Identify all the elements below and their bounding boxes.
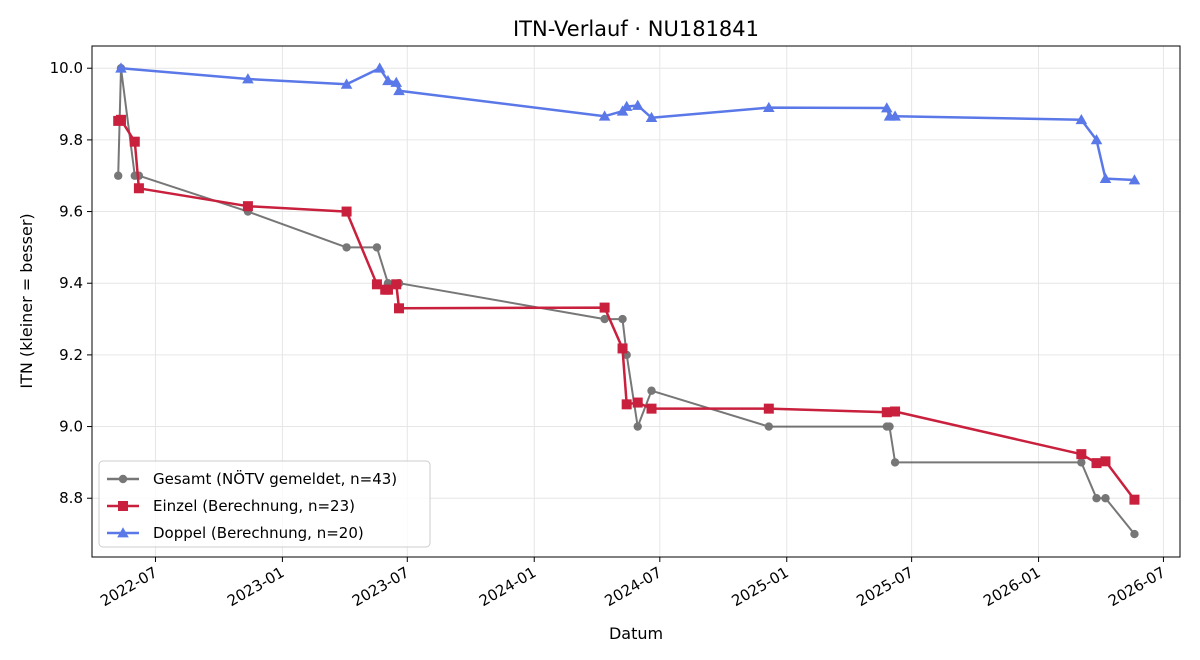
data-point — [621, 399, 632, 410]
data-point — [371, 279, 382, 290]
y-tick-label: 9.6 — [59, 203, 83, 221]
data-point — [114, 171, 123, 180]
data-point — [390, 76, 403, 87]
data-point — [133, 183, 144, 194]
y-tick-label: 9.2 — [59, 346, 83, 364]
data-point — [764, 422, 774, 431]
data-point — [1130, 529, 1139, 539]
data-point — [1092, 494, 1101, 503]
series-3 — [115, 62, 1141, 185]
data-point — [341, 206, 352, 217]
legend-label: Einzel (Berechnung, n=23) — [153, 497, 355, 515]
legend-item — [107, 501, 139, 511]
data-point — [880, 102, 893, 113]
data-point — [1077, 458, 1086, 467]
plot-frame — [91, 45, 1181, 558]
x-axis-title: Datum — [609, 624, 663, 643]
legend-item — [107, 527, 139, 538]
data-point — [890, 458, 900, 467]
grid — [92, 46, 1180, 557]
legend-marker — [118, 474, 128, 484]
y-tick-label: 10.0 — [50, 59, 83, 77]
y-tick-label: 9.0 — [59, 418, 83, 436]
data-point — [382, 74, 394, 86]
legend-marker — [117, 527, 129, 538]
data-point — [647, 386, 656, 395]
legend-label: Doppel (Berechnung, n=20) — [153, 524, 364, 542]
data-point — [890, 406, 901, 417]
data-point — [393, 84, 405, 96]
data-point — [242, 73, 254, 84]
y-tick-label: 9.8 — [59, 131, 83, 149]
data-point — [598, 110, 611, 121]
data-point — [372, 243, 382, 252]
chart-title: ITN-Verlauf · NU181841 — [513, 17, 759, 41]
legend-box — [98, 460, 431, 548]
data-point — [620, 100, 633, 111]
data-point — [599, 302, 610, 313]
data-point — [881, 407, 892, 418]
data-point — [1128, 174, 1141, 185]
data-point — [391, 279, 402, 290]
legend-item — [107, 474, 139, 484]
plot-series — [113, 62, 1141, 539]
data-point — [632, 397, 643, 408]
data-point — [394, 303, 405, 314]
data-point — [129, 136, 140, 147]
data-point — [617, 343, 628, 354]
data-point — [115, 114, 126, 125]
legend-label: Gesamt (NÖTV gemeldet, n=43) — [153, 469, 397, 488]
data-point — [115, 62, 127, 73]
data-point — [1100, 456, 1111, 467]
data-point — [633, 422, 642, 431]
data-point — [340, 78, 353, 89]
series-2 — [113, 114, 1140, 505]
data-point — [600, 314, 609, 324]
legend-marker — [118, 501, 128, 511]
data-point — [1076, 449, 1087, 460]
data-point — [885, 422, 894, 431]
data-point — [1099, 172, 1112, 183]
data-point — [373, 62, 386, 73]
data-point — [1090, 134, 1103, 145]
data-point — [382, 284, 393, 295]
data-point — [763, 403, 774, 414]
data-point — [342, 243, 351, 252]
data-point — [618, 314, 627, 324]
data-point — [1101, 494, 1110, 503]
data-point — [763, 101, 775, 112]
y-tick-label: 8.8 — [59, 489, 83, 507]
data-point — [645, 111, 658, 123]
data-point — [242, 201, 253, 212]
data-point — [1091, 458, 1102, 469]
data-point — [631, 99, 644, 110]
y-tick-label: 9.4 — [59, 274, 83, 292]
data-point — [1075, 114, 1088, 125]
legend: Gesamt (NÖTV gemeldet, n=43) Einzel (Bere… — [98, 460, 431, 548]
data-point — [1129, 494, 1140, 505]
data-point — [646, 403, 657, 414]
y-axis-title: ITN (kleiner = besser) — [17, 213, 36, 388]
data-point — [889, 110, 901, 121]
series-line — [117, 67, 1136, 535]
